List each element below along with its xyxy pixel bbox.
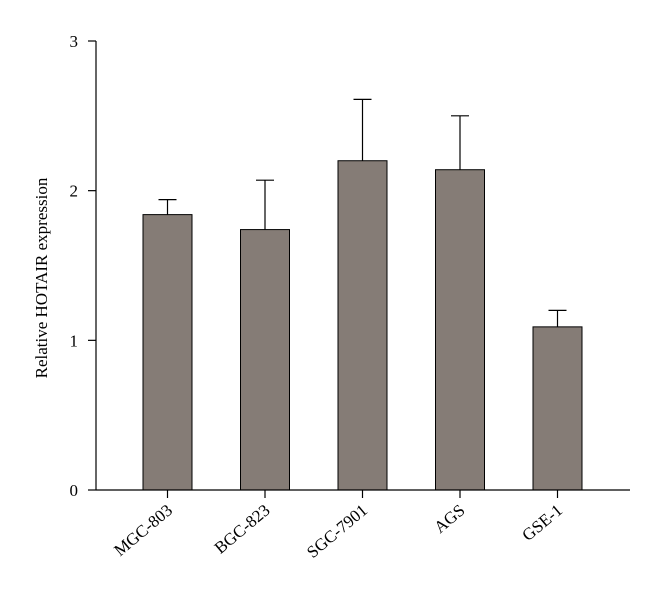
x-tick-label: GSE-1 bbox=[518, 501, 566, 545]
y-tick-label: 0 bbox=[70, 481, 79, 500]
x-tick-label: MGC-803 bbox=[110, 501, 176, 560]
error-bars-group bbox=[158, 98, 567, 327]
y-ticks-group: 0 1 2 3 bbox=[70, 32, 96, 500]
y-tick-label: 3 bbox=[70, 32, 79, 51]
bar bbox=[337, 160, 388, 491]
y-tick-label: 2 bbox=[70, 182, 79, 201]
x-ticks-group: MGC-803 BGC-823 SGC-7901 AGS GSE-1 bbox=[110, 490, 566, 562]
bar bbox=[240, 229, 290, 491]
x-tick-label: AGS bbox=[430, 501, 468, 537]
x-tick-label: BGC-823 bbox=[211, 501, 274, 558]
x-tick-label: SGC-7901 bbox=[303, 501, 371, 562]
y-axis-title: Relative HOTAIR expression bbox=[32, 177, 51, 378]
bar bbox=[435, 169, 485, 491]
bar bbox=[142, 214, 193, 491]
bars-group bbox=[142, 160, 583, 491]
bar bbox=[532, 326, 583, 491]
y-tick-label: 1 bbox=[70, 331, 79, 350]
